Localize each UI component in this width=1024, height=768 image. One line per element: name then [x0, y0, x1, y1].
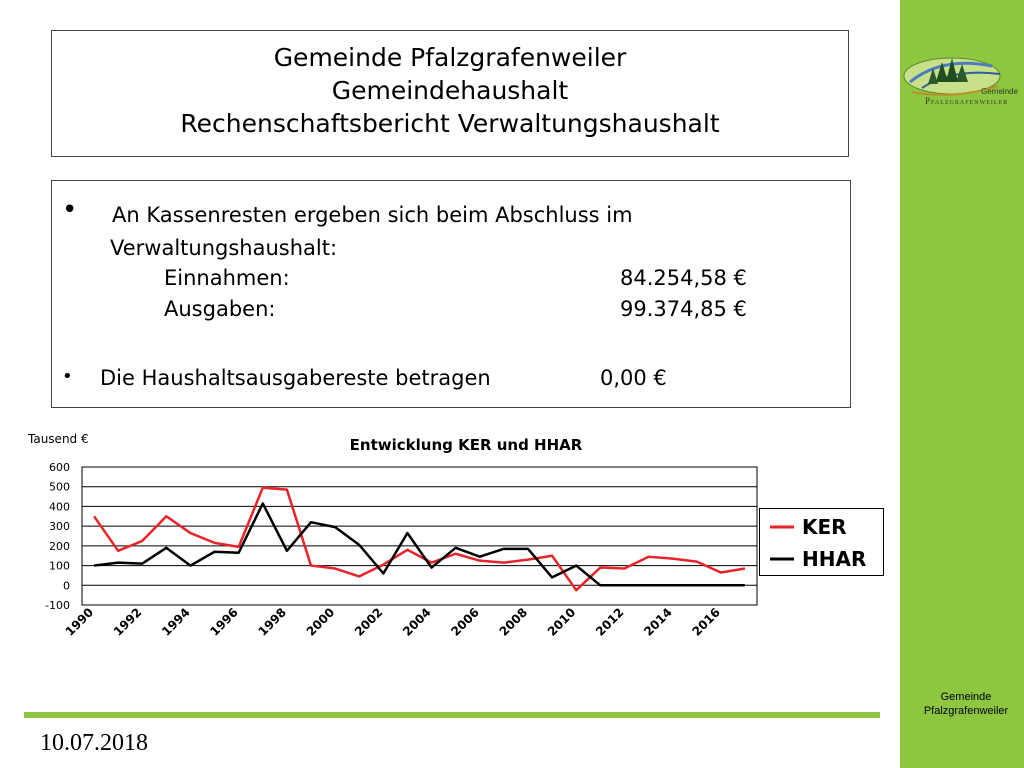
x-tick-label: 2010: [545, 605, 579, 639]
bullet-marker-1: •: [62, 195, 78, 225]
bullet1-line2: Verwaltungshaushalt:: [110, 236, 338, 260]
title-box: Gemeinde Pfalzgrafenweiler Gemeindehaush…: [51, 30, 849, 157]
x-tick-label: 1998: [256, 605, 290, 639]
y-tick-label: 100: [49, 560, 70, 573]
content-box: • An Kassenresten ergeben sich beim Absc…: [51, 180, 851, 408]
bullet-marker-2: •: [62, 366, 73, 387]
sidebar: [900, 0, 1024, 768]
x-tick-label: 2004: [400, 605, 434, 639]
footer-org-line-2: Pfalzgrafenweiler: [923, 705, 1009, 717]
bullet2-text: Die Haushaltsausgabereste betragen: [100, 366, 491, 390]
logo-main-text: Pfalzgrafenweiler: [925, 96, 1009, 106]
x-tick-label: 2000: [304, 605, 338, 639]
title-line-2: Gemeindehaushalt: [331, 76, 569, 105]
bullet2-value: 0,00 €: [600, 366, 667, 390]
line-chart: Tausend € Entwicklung KER und HHAR -100 0…: [27, 432, 758, 639]
legend-label-ker: KER: [802, 515, 847, 539]
chart-title: Entwicklung KER und HHAR: [350, 436, 583, 454]
x-tick-label: 1992: [111, 605, 145, 639]
x-tick-label: 2006: [448, 605, 482, 639]
series-line-hhar: [93, 502, 745, 587]
y-tick-label: 600: [49, 461, 70, 474]
footer-organisation: Gemeinde Pfalzgrafenweiler: [908, 690, 1024, 718]
logo-small-text: Gemeinde: [981, 87, 1018, 96]
plot-area: [81, 466, 758, 606]
y-tick-label: 200: [49, 540, 70, 553]
x-tick-label: 1994: [159, 605, 193, 639]
einnahmen-label: Einnahmen:: [164, 266, 290, 290]
footer-divider: [24, 712, 880, 718]
y-tick-label: 500: [49, 481, 70, 494]
ausgaben-value: 99.374,85 €: [620, 297, 747, 321]
title-line-3: Rechenschaftsbericht Verwaltungshaushalt: [180, 109, 720, 138]
y-tick-label: 0: [63, 579, 70, 592]
x-tick-label: 2016: [689, 605, 723, 639]
series-line-ker: [93, 486, 746, 592]
title-line-1: Gemeinde Pfalzgrafenweiler: [273, 43, 627, 72]
legend-label-hhar: HHAR: [802, 547, 866, 571]
x-tick-label: 1996: [207, 605, 241, 639]
y-tick-label: -100: [45, 599, 70, 612]
x-tick-label: 2002: [352, 605, 386, 639]
slide-date: 10.07.2018: [40, 730, 148, 756]
y-tick-label: 400: [49, 500, 70, 513]
footer-org-line-1: Gemeinde: [940, 691, 992, 703]
y-tick-label: 300: [49, 520, 70, 533]
municipality-logo: [903, 57, 1001, 96]
ausgaben-label: Ausgaben:: [164, 297, 276, 321]
chart-legend: KER HHAR: [759, 508, 884, 576]
x-tick-label: 2012: [593, 605, 627, 639]
bullet1-line1: An Kassenresten ergeben sich beim Abschl…: [112, 203, 633, 227]
chart-ylabel: Tausend €: [27, 432, 89, 446]
x-tick-label: 2014: [641, 605, 675, 639]
einnahmen-value: 84.254,58 €: [620, 266, 747, 290]
x-tick-label: 2008: [497, 605, 531, 639]
